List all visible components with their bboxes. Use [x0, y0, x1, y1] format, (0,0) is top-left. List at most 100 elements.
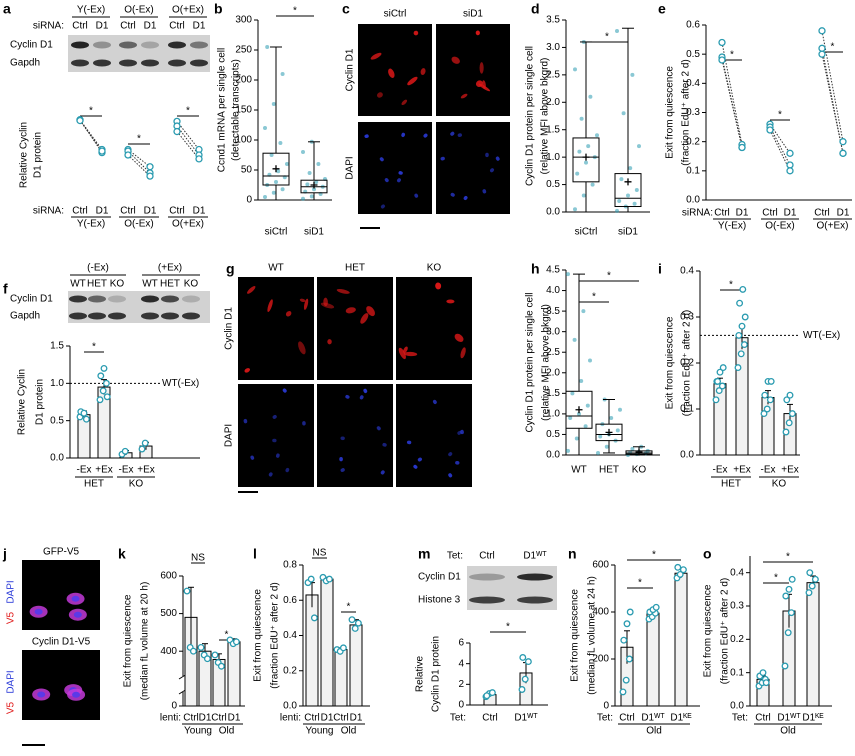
data-point [100, 364, 108, 372]
data-point [718, 382, 726, 390]
data-point [734, 364, 742, 372]
data-point [276, 169, 281, 174]
data-point [740, 341, 748, 349]
y-tick-label: 3.5 [546, 15, 560, 26]
data-point [354, 619, 362, 627]
caption: Cyclin D1-V5 [32, 637, 91, 648]
data-point [103, 393, 111, 401]
x-tick-label: D1ᵂᵀ [641, 713, 665, 724]
y-tick-label: 0 [246, 195, 252, 206]
significance-label: NS [313, 548, 327, 559]
band-label: Gapdh [10, 58, 40, 69]
blot-band [141, 312, 159, 320]
lane-label: WT [70, 279, 86, 290]
data-point [483, 692, 491, 700]
data-point [621, 111, 626, 116]
cell-signal [450, 131, 455, 136]
data-point [584, 160, 588, 165]
data-point [718, 38, 726, 47]
cell-signal [432, 399, 437, 405]
data-point [572, 337, 577, 342]
y-axis-label: Cyclin D1 protein per single cell [525, 292, 536, 432]
significance-label: * [831, 42, 835, 53]
blot-band [93, 41, 111, 49]
cell-signal [366, 306, 375, 317]
cell-signal [460, 429, 464, 435]
significance-label: * [778, 110, 782, 121]
reference-label: WT(-Ex) [803, 330, 840, 341]
x-tick-label: +Ex [95, 465, 113, 476]
cell-signal [479, 62, 484, 74]
cell-signal [384, 178, 389, 183]
blot-band [182, 312, 200, 320]
cell-signal [380, 204, 385, 209]
pair-link [127, 150, 151, 174]
data-point [714, 377, 722, 385]
row-label: Tet: [447, 551, 463, 562]
cell-signal [463, 195, 468, 201]
blot-band [69, 312, 87, 320]
cell-signal [435, 282, 442, 290]
y-axis-label: (fraction EdU⁺ after 2 d) [681, 59, 692, 165]
band-label: Histone 3 [418, 595, 461, 606]
group-label: (+Ex) [158, 263, 182, 274]
significance-label: * [92, 342, 96, 353]
x-tick-label: Ctrl [183, 713, 199, 724]
pair-link [721, 42, 743, 145]
pair-link [769, 126, 791, 166]
data-point [305, 182, 310, 187]
group-label: HET [721, 479, 741, 490]
x-tick-label: D1 [144, 206, 157, 217]
y-axis-label: (relative MFI above bkgrd) [540, 58, 551, 175]
data-point [271, 102, 276, 106]
data-point [197, 643, 205, 651]
cell-signal [268, 472, 273, 477]
data-point [766, 126, 774, 134]
x-tick-label: D1 [199, 713, 212, 724]
x-tick-label: D1ᵂᵀ [777, 713, 801, 724]
y-tick-label: 4.5 [546, 265, 560, 276]
data-point [307, 575, 315, 583]
cell-signal [379, 157, 384, 162]
x-tick-label: Ctrl [169, 206, 185, 217]
data-point [788, 575, 796, 583]
column-label: WT [268, 263, 284, 274]
lane-label: D1 [96, 21, 109, 32]
cell-signal [403, 346, 408, 353]
data-point [586, 144, 591, 149]
micrograph [358, 24, 432, 116]
y-axis-label: Relative Cyclin [17, 369, 28, 435]
cell-signal [475, 30, 480, 36]
data-point [585, 403, 590, 408]
cell-signal [302, 421, 306, 426]
data-point [715, 387, 723, 395]
y-tick-label: 1.0 [546, 152, 560, 163]
y-axis-label: (fraction EdU⁺ after 2 d) [720, 578, 731, 684]
cell-signal [376, 426, 381, 431]
data-point [325, 575, 333, 583]
cell-signal [345, 394, 350, 399]
x-tick-label: +Ex [137, 465, 155, 476]
x-tick-label: Ctrl [120, 206, 136, 217]
cell-signal [455, 460, 460, 465]
panel-letter: a [3, 1, 11, 17]
y-tick-label: 2.0 [546, 367, 560, 378]
lane-label: WT [142, 279, 158, 290]
data-point [619, 688, 627, 696]
significance-label: * [186, 106, 190, 117]
data-point [285, 162, 289, 166]
data-point [598, 434, 603, 439]
y-axis-label: Exit from quiescence [665, 316, 676, 409]
group-label: Old [219, 726, 235, 737]
significance-label: * [605, 32, 609, 43]
data-point [630, 72, 635, 77]
blot-band [93, 59, 111, 67]
data-point [232, 638, 240, 646]
cell-signal [413, 30, 419, 36]
x-tick-label: Ctrl [762, 208, 778, 219]
cell-signal [406, 440, 412, 445]
group-label: Young [184, 726, 212, 737]
y-tick-label: 0.2 [283, 665, 297, 676]
data-point [269, 153, 274, 157]
row-label: lenti: [160, 713, 181, 724]
